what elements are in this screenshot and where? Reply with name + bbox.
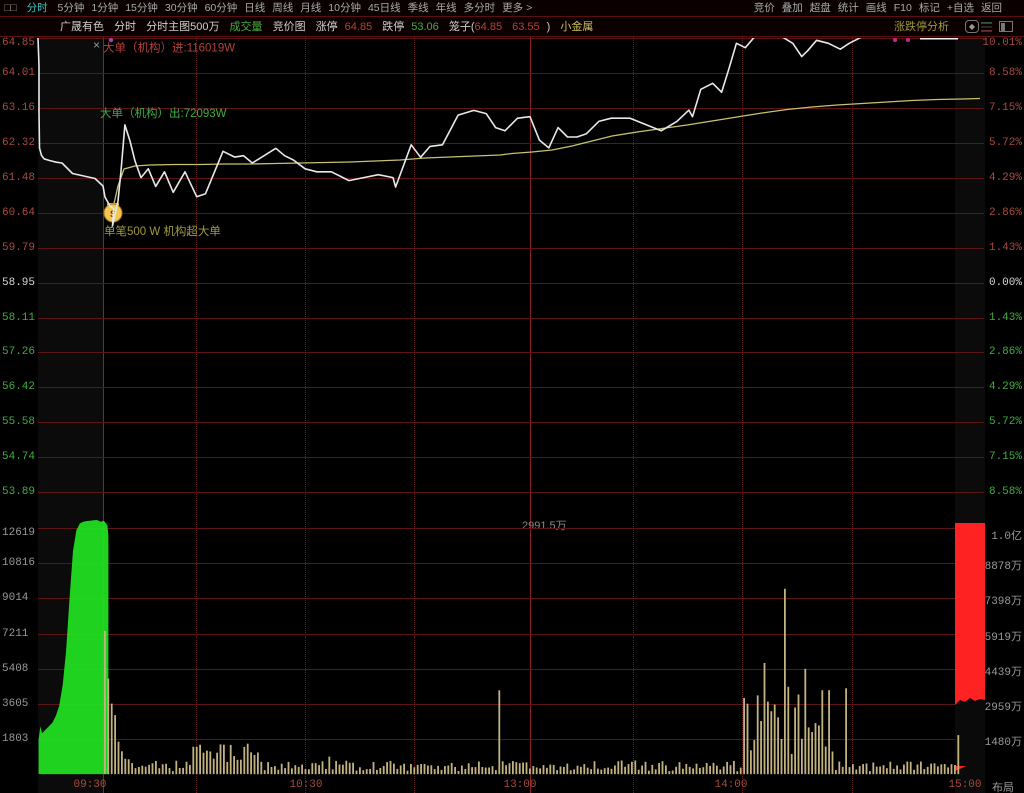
svg-text:大单（机构）进:116019W: 大单（机构）进:116019W <box>103 41 235 55</box>
svg-text:大单（机构）出:72093W: 大单（机构）出:72093W <box>100 106 227 120</box>
svg-text:×: × <box>93 38 100 52</box>
svg-text:单笔500 W 机构超大单: 单笔500 W 机构超大单 <box>104 224 221 238</box>
